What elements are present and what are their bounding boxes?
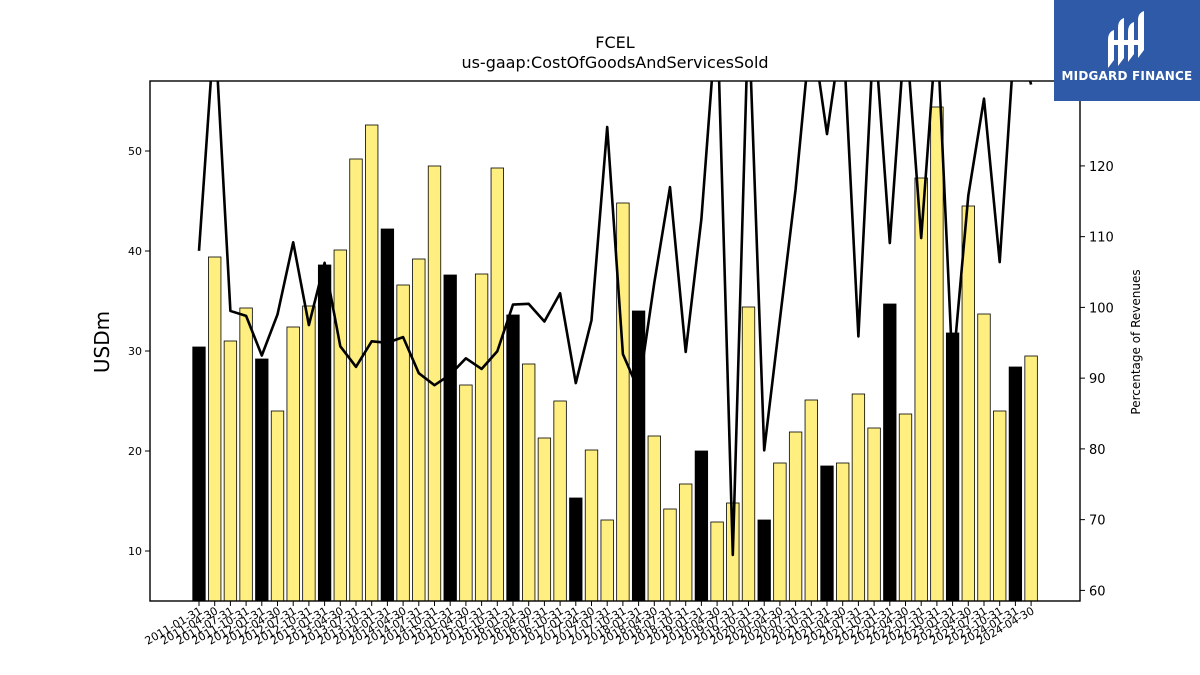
bar-2013-04-30 bbox=[333, 249, 347, 602]
midgard-finance-logo: MIDGARD FINANCE bbox=[1054, 0, 1200, 101]
bar-2012-07-31 bbox=[286, 326, 300, 602]
line-layer bbox=[197, 81, 1033, 557]
bar-2015-01-31 bbox=[443, 274, 457, 602]
bar-2020-01-31 bbox=[757, 519, 771, 602]
bar-2013-01-31 bbox=[317, 264, 332, 602]
bar-2012-01-31 bbox=[255, 358, 269, 602]
bar-2011-01-31 bbox=[192, 346, 206, 602]
bar-2024-01-31 bbox=[1008, 366, 1023, 602]
y-tick-label-40: 40 bbox=[128, 245, 142, 258]
y-axis-label: USDm bbox=[90, 311, 114, 373]
bar-2017-04-30 bbox=[584, 449, 599, 602]
bar-2016-01-31 bbox=[506, 314, 520, 602]
y-tick-label-30: 30 bbox=[128, 345, 142, 358]
y-tick-label-20: 20 bbox=[128, 445, 142, 458]
bar-2011-04-30 bbox=[208, 256, 222, 602]
bar-2022-07-31 bbox=[914, 177, 928, 602]
y-tick-label-50: 50 bbox=[128, 145, 142, 158]
midgard-logo-icon bbox=[1108, 11, 1144, 68]
bar-2014-04-30 bbox=[396, 284, 410, 602]
bar-2020-07-31 bbox=[788, 431, 803, 602]
logo-text: MIDGARD FINANCE bbox=[1061, 69, 1193, 83]
bar-2021-04-30 bbox=[836, 462, 850, 602]
bar-2021-10-31 bbox=[867, 427, 881, 602]
bar-2017-10-31 bbox=[616, 202, 630, 602]
bar-2019-01-31 bbox=[694, 450, 709, 602]
bar-2022-04-30 bbox=[898, 413, 913, 602]
bar-2017-01-31 bbox=[569, 497, 583, 602]
bar-2016-04-30 bbox=[522, 363, 536, 602]
bar-2022-01-31 bbox=[883, 303, 897, 602]
bar-2015-10-31 bbox=[490, 167, 504, 602]
bar-2020-04-30 bbox=[773, 462, 787, 602]
bar-2023-01-31 bbox=[945, 332, 960, 602]
bar-2024-04-30 bbox=[1024, 355, 1038, 602]
percentage-line bbox=[197, 81, 1033, 557]
y2-tick-label-70: 70 bbox=[1089, 514, 1106, 529]
bar-2017-07-31 bbox=[600, 519, 614, 602]
bar-2020-10-31 bbox=[804, 399, 818, 602]
y2-tick-label-100: 100 bbox=[1089, 301, 1114, 316]
axes-layer: 1020304050607080901001101202011-01-31201… bbox=[128, 80, 1114, 648]
bar-2023-07-31 bbox=[977, 313, 991, 602]
bar-2023-10-31 bbox=[993, 410, 1007, 602]
bar-2013-07-31 bbox=[349, 158, 363, 602]
bar-2016-10-31 bbox=[553, 400, 567, 602]
bar-2021-07-31 bbox=[851, 393, 866, 602]
bar-2013-10-31 bbox=[365, 124, 379, 602]
y2-tick-label-90: 90 bbox=[1089, 372, 1106, 387]
y2-tick-label-110: 110 bbox=[1089, 231, 1114, 246]
chart-title: FCEL bbox=[595, 33, 634, 52]
bars-layer bbox=[192, 106, 1038, 602]
y2-tick-label-60: 60 bbox=[1089, 584, 1106, 599]
chart-subtitle: us-gaap:CostOfGoodsAndServicesSold bbox=[461, 53, 768, 72]
bar-2019-04-30 bbox=[710, 521, 724, 602]
bar-2015-07-31 bbox=[474, 273, 489, 602]
bar-2012-10-31 bbox=[302, 305, 316, 602]
bar-2014-07-31 bbox=[412, 258, 426, 602]
bar-2011-07-31 bbox=[223, 340, 238, 602]
bar-2019-10-31 bbox=[741, 306, 756, 602]
bar-2018-07-31 bbox=[663, 508, 677, 602]
bar-2014-01-31 bbox=[380, 228, 395, 602]
bar-2016-07-31 bbox=[537, 437, 552, 602]
bar-2021-01-31 bbox=[820, 465, 834, 602]
bar-2018-10-31 bbox=[679, 483, 693, 602]
y2-tick-label-120: 120 bbox=[1089, 160, 1114, 175]
bar-2023-04-30 bbox=[961, 205, 975, 602]
bar-2015-04-30 bbox=[459, 384, 473, 602]
y-tick-label-10: 10 bbox=[128, 545, 142, 558]
bar-2022-10-31 bbox=[930, 106, 944, 602]
y2-tick-label-80: 80 bbox=[1089, 443, 1106, 458]
bar-2012-04-30 bbox=[270, 410, 285, 602]
y2-axis-label: Percentage of Revenues bbox=[1129, 269, 1143, 414]
plot-frame bbox=[149, 80, 1081, 602]
bar-2011-10-31 bbox=[239, 307, 253, 602]
bar-2018-04-30 bbox=[647, 435, 661, 602]
